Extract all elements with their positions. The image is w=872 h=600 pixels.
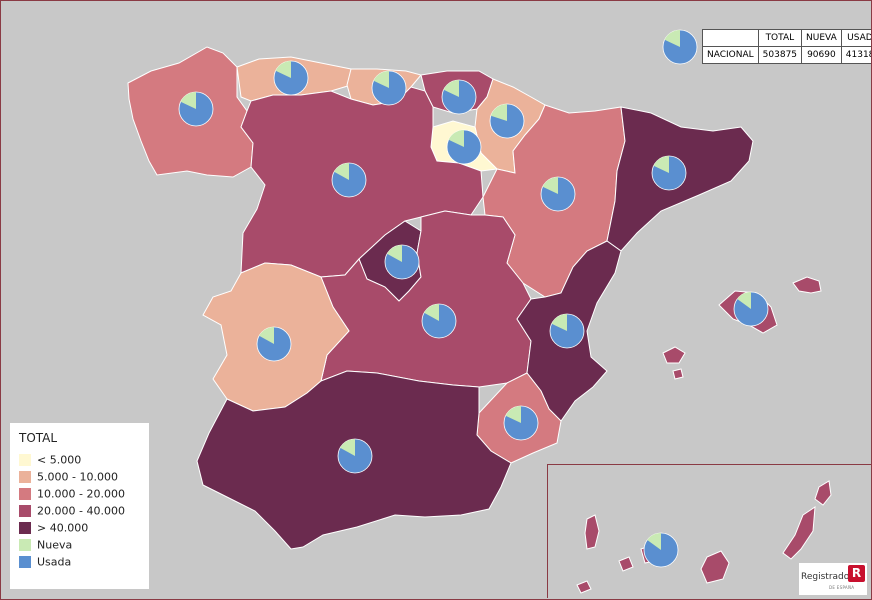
- pie-galicia: [178, 91, 214, 127]
- pie-cataluna: [651, 155, 687, 191]
- legend-label: 5.000 - 10.000: [37, 470, 118, 484]
- legend-swatch: [19, 471, 31, 483]
- pie-slice-nueva: [490, 104, 507, 121]
- legend-item: < 5.000: [19, 453, 81, 467]
- island-menorca[interactable]: [792, 276, 822, 294]
- summary-header-total: TOTAL: [757, 29, 803, 47]
- legend-swatch: [19, 556, 31, 568]
- island-fuerteventura[interactable]: [782, 506, 816, 560]
- island-el-hierro[interactable]: [576, 580, 592, 594]
- pie-slice-nueva: [180, 92, 196, 109]
- pie-charts: [178, 29, 769, 568]
- pie-castilla-la-mancha: [421, 303, 457, 339]
- logo-wordmark: Registradores: [801, 572, 863, 582]
- legend-label: 10.000 - 20.000: [37, 487, 125, 501]
- pie-slice-nueva: [647, 533, 661, 550]
- summary-header-nueva: NUEVA: [801, 29, 842, 47]
- pie-slice-nueva: [373, 71, 389, 88]
- logo-subtitle: DE ESPAÑA: [829, 585, 855, 590]
- island-lanzarote[interactable]: [814, 480, 832, 506]
- summary-table: TOTAL NUEVA USADA NACIONAL 503875 90690 …: [702, 29, 871, 64]
- pie-pais-vasco: [441, 79, 477, 115]
- registradores-logo: Registradores DE ESPAÑA R: [799, 563, 867, 595]
- pie-slice-nueva: [340, 439, 355, 456]
- pie-castilla-leon: [331, 162, 367, 198]
- summary-row-label: NACIONAL: [702, 46, 759, 64]
- island-gran-canaria[interactable]: [700, 550, 730, 584]
- legend-label: < 5.000: [37, 453, 82, 467]
- pie-andalucia: [337, 438, 373, 474]
- summary-header-usada: USADA: [840, 29, 871, 47]
- pie-slice-nueva: [275, 61, 291, 78]
- island-formentera[interactable]: [672, 368, 684, 380]
- legend-swatch: [19, 505, 31, 517]
- legend-item: 20.000 - 40.000: [19, 504, 125, 518]
- summary-data-row: NACIONAL 503875 90690 413185: [702, 46, 871, 64]
- summary-header-row: TOTAL NUEVA USADA: [702, 29, 871, 47]
- pie-canarias: [643, 532, 679, 568]
- island-la-palma[interactable]: [584, 514, 600, 550]
- legend-title: TOTAL: [19, 431, 58, 445]
- canarias-inset-frame: [547, 464, 871, 598]
- legend-swatch: [19, 454, 31, 466]
- island-ibiza[interactable]: [662, 346, 686, 364]
- pie-slice-nueva: [551, 314, 567, 331]
- pie-navarra: [489, 103, 525, 139]
- island-la-gomera[interactable]: [618, 556, 634, 572]
- pie-murcia: [503, 405, 539, 441]
- pie-asturias: [273, 60, 309, 96]
- summary-nueva-value: 90690: [801, 46, 842, 64]
- legend-item: > 40.000: [19, 521, 88, 535]
- pie-slice-nueva: [448, 130, 464, 147]
- legend-item: 10.000 - 20.000: [19, 487, 125, 501]
- pie-nacional: [662, 29, 698, 65]
- pie-comunidad-valenciana: [549, 313, 585, 349]
- pie-cantabria: [371, 70, 407, 106]
- legend-label: Usada: [37, 555, 72, 569]
- pie-madrid: [384, 244, 420, 280]
- pie-slice-nueva: [737, 292, 751, 309]
- legend-label: Nueva: [37, 538, 73, 552]
- legend-item: Nueva: [19, 538, 72, 552]
- summary-total-value: 503875: [757, 46, 803, 64]
- pie-baleares: [733, 291, 769, 327]
- pie-slice-nueva: [443, 80, 459, 97]
- pie-slice-nueva: [653, 156, 669, 173]
- legend-label: > 40.000: [37, 521, 89, 535]
- legend-swatch: [19, 488, 31, 500]
- pie-slice-nueva: [387, 245, 402, 262]
- pie-la-rioja: [446, 129, 482, 165]
- legend-label: 20.000 - 40.000: [37, 504, 125, 518]
- pie-slice-nueva: [424, 304, 439, 321]
- legend-item: Usada: [19, 555, 71, 569]
- pie-slice-nueva: [259, 327, 274, 344]
- pie-slice-nueva: [664, 30, 680, 47]
- pie-extremadura: [256, 326, 292, 362]
- legend-swatch: [19, 522, 31, 534]
- legend-swatch: [19, 539, 31, 551]
- legend-item: 5.000 - 10.000: [19, 470, 118, 484]
- summary-header-blank: [702, 29, 759, 47]
- summary-usada-value: 413185: [840, 46, 871, 64]
- legend: TOTAL < 5.000 5.000 - 10.000 10.000 - 20…: [10, 423, 149, 589]
- pie-slice-nueva: [334, 163, 349, 180]
- logo-mark-icon: R: [848, 565, 865, 582]
- pie-slice-nueva: [542, 177, 558, 194]
- pie-aragon: [540, 176, 576, 212]
- pie-slice-nueva: [505, 406, 521, 423]
